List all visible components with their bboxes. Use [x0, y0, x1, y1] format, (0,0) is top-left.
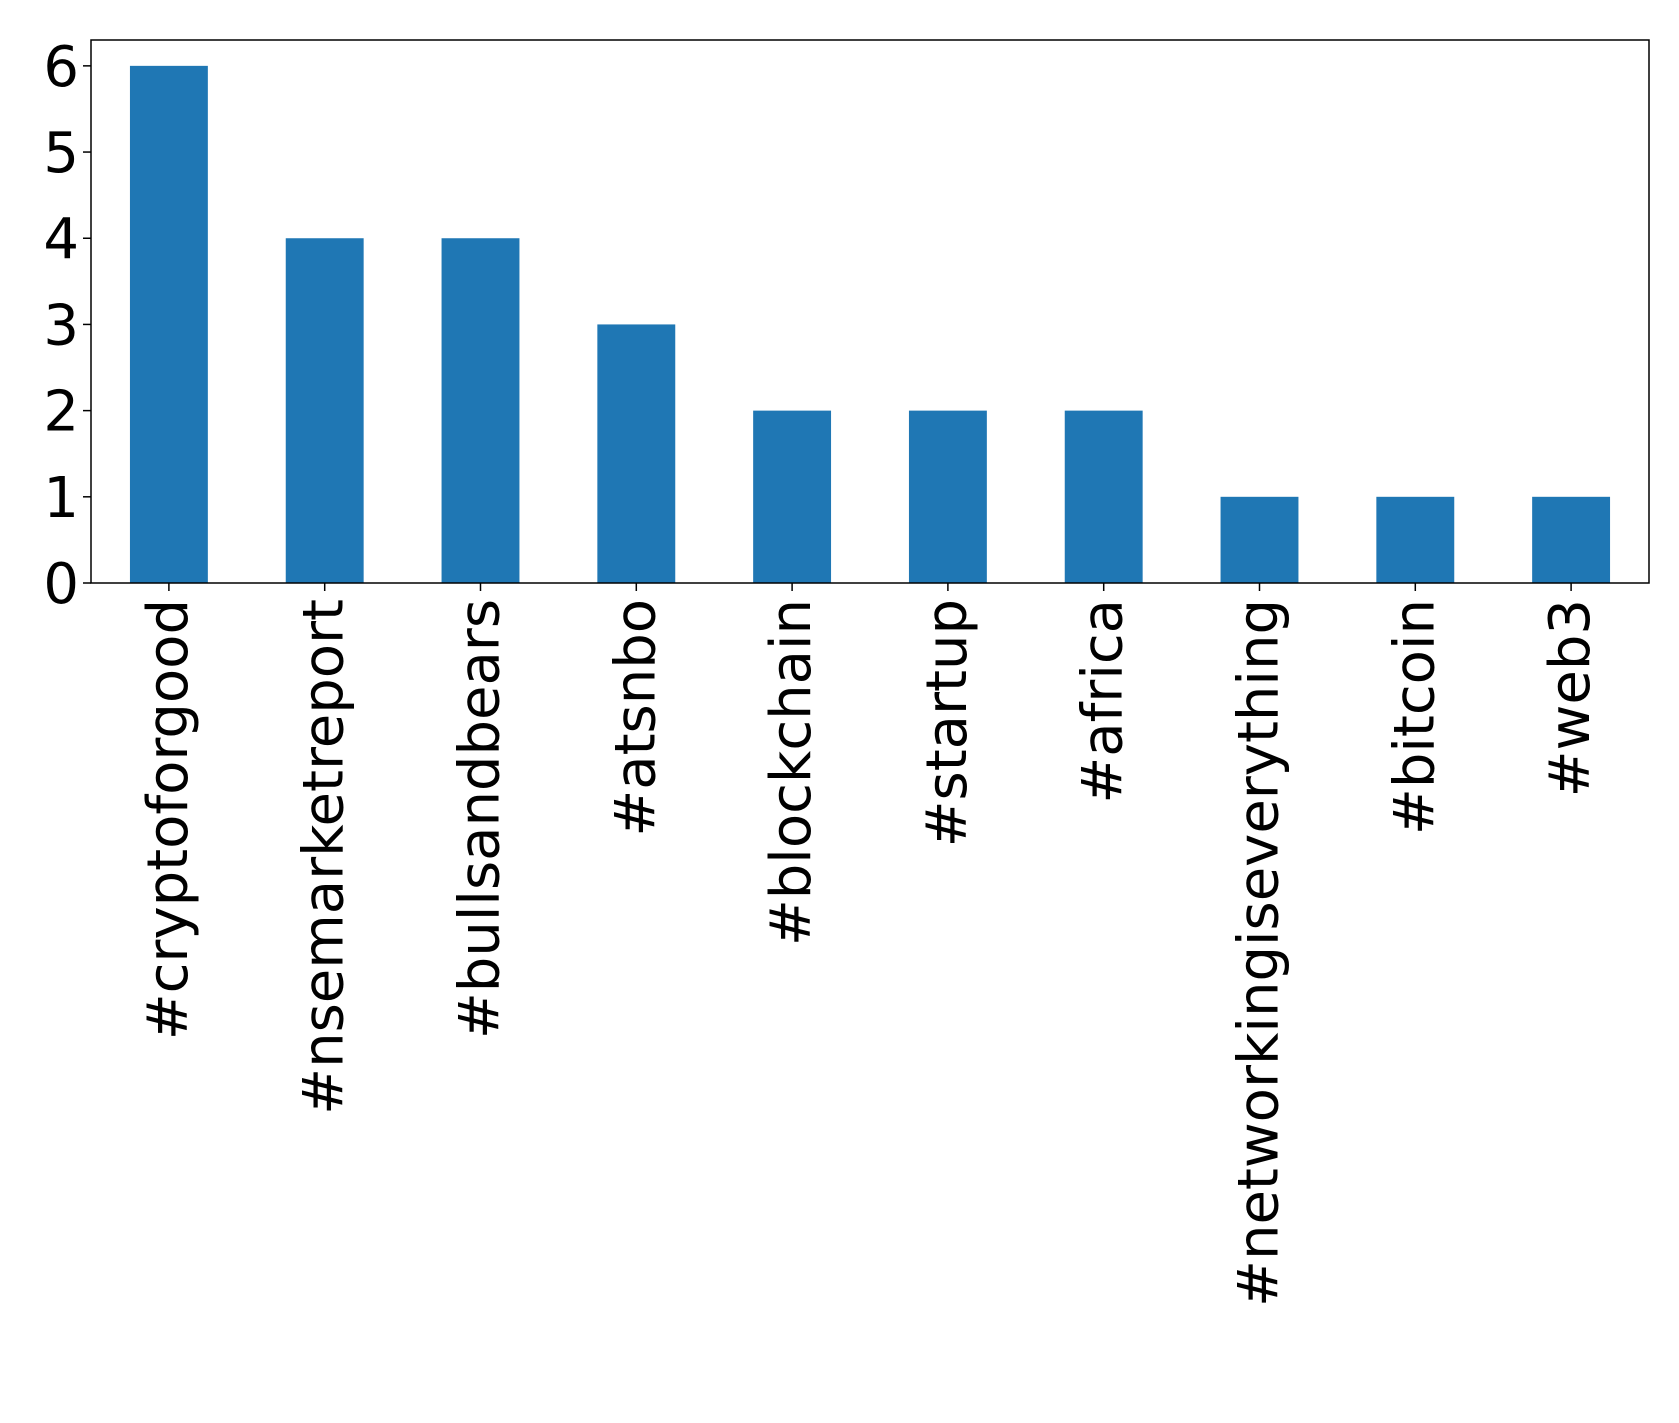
x-tick-label: #atsnbo	[603, 599, 668, 837]
bar-africa	[1064, 410, 1143, 583]
bars-layer	[129, 65, 1611, 584]
bar-blockchain	[753, 410, 832, 583]
x-axis: #cryptoforgood #nsemarketreport #bullsandb…	[136, 583, 1603, 1307]
y-tick-label: 3	[43, 293, 79, 358]
bar-startup	[908, 410, 987, 583]
plot-frame	[90, 39, 1650, 584]
y-tick-label: 6	[43, 35, 79, 100]
bar-cryptoforgood	[129, 65, 208, 584]
x-tick-label: #web3	[1538, 599, 1603, 797]
x-tick-label: #bitcoin	[1382, 599, 1447, 835]
bar-atsnbo	[597, 324, 676, 583]
x-tick-label: #networkingiseverything	[1227, 599, 1292, 1307]
bar-bitcoin	[1376, 496, 1455, 583]
y-tick-label: 5	[43, 121, 79, 186]
x-tick-label: #blockchain	[759, 599, 824, 946]
bar-bullsandbears	[441, 238, 520, 583]
bar-nsemarketreport	[285, 238, 364, 583]
x-tick-label: #bullsandbears	[448, 599, 513, 1039]
y-axis: 0 1 2 3 4 5 6	[43, 35, 91, 617]
y-tick-label: 4	[43, 207, 79, 272]
bar-networkingiseverything	[1220, 496, 1299, 583]
bar-web3	[1532, 496, 1611, 583]
y-tick-label: 0	[43, 552, 79, 617]
y-tick-label: 1	[43, 466, 79, 531]
x-tick-label: #nsemarketreport	[292, 599, 357, 1115]
x-tick-label: #cryptoforgood	[136, 599, 201, 1040]
x-tick-label: #africa	[1071, 599, 1136, 804]
y-tick-label: 2	[43, 380, 79, 445]
x-tick-label: #startup	[915, 599, 980, 847]
